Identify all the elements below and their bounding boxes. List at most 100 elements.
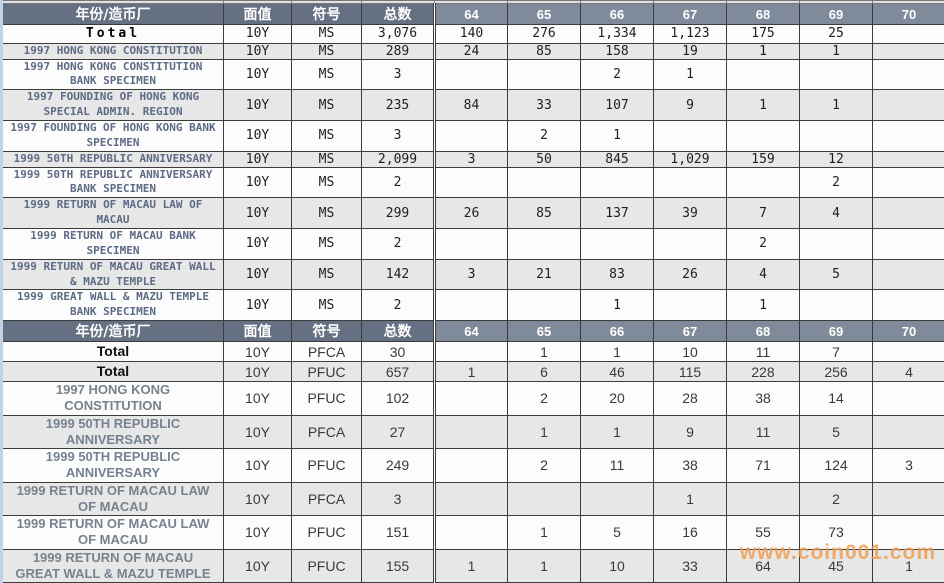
grade-69-cell: 5 bbox=[799, 414, 873, 450]
column-header: 67 bbox=[653, 3, 727, 25]
denomination-cell: 10Y bbox=[223, 341, 292, 363]
grade-67-cell: 115 bbox=[653, 361, 727, 383]
total-count-cell: 3 bbox=[361, 58, 435, 91]
grade-68-cell: 64 bbox=[726, 548, 800, 583]
table-row: 1999 50TH REPUBLIC ANNIVERSARY 10Y PFCA 27 1… bbox=[1, 414, 944, 450]
column-header: 总数 bbox=[361, 3, 435, 25]
grade-67-cell: 1,029 bbox=[653, 150, 727, 168]
grade-70-cell bbox=[872, 166, 944, 199]
coin-name-cell: 1999 RETURN OF MACAU BANK SPECIMEN bbox=[1, 227, 224, 260]
grade-67-cell bbox=[653, 119, 727, 152]
denomination-cell: 10Y bbox=[223, 42, 292, 60]
grade-69-cell: 256 bbox=[799, 361, 873, 383]
grade-68-cell: 55 bbox=[726, 515, 800, 550]
denomination-cell: 10Y bbox=[223, 381, 292, 416]
grade-65-cell bbox=[507, 289, 581, 322]
grade-64-cell: 1 bbox=[433, 548, 508, 583]
grade-67-cell: 1,123 bbox=[653, 24, 727, 44]
symbol-cell: PFUC bbox=[291, 515, 362, 550]
grade-65-cell: 1 bbox=[507, 414, 581, 450]
grade-67-cell bbox=[653, 227, 727, 260]
grade-69-cell bbox=[799, 119, 873, 152]
grade-70-cell bbox=[872, 414, 944, 450]
coin-name-cell: 1999 GREAT WALL & MAZU TEMPLE BANK SPECI… bbox=[1, 289, 224, 322]
grade-70-cell bbox=[872, 150, 944, 168]
grade-66-cell: 107 bbox=[580, 89, 654, 121]
symbol-cell: MS bbox=[291, 42, 362, 60]
table-row: 1999 50TH REPUBLIC ANNIVERSARY 10Y PFUC 249… bbox=[1, 448, 944, 483]
grade-68-cell bbox=[726, 166, 800, 199]
grade-70-cell bbox=[872, 58, 944, 91]
coin-name-cell: 1999 50TH REPUBLIC ANNIVERSARY bbox=[1, 414, 224, 450]
grade-68-cell: 159 bbox=[726, 150, 800, 168]
denomination-cell: 10Y bbox=[223, 481, 292, 517]
grade-70-cell bbox=[872, 381, 944, 416]
grade-70-cell bbox=[872, 515, 944, 550]
grade-64-cell bbox=[433, 58, 508, 91]
grade-68-cell bbox=[726, 481, 800, 517]
total-count-cell: 151 bbox=[361, 515, 435, 550]
symbol-cell: MS bbox=[291, 197, 362, 229]
total-row: Total 10Y PFUC 657 1 6 46 115 228 256 4 bbox=[1, 361, 944, 383]
total-count-cell: 102 bbox=[361, 381, 435, 416]
grade-65-cell: 2 bbox=[507, 381, 581, 416]
total-count-cell: 30 bbox=[361, 341, 435, 363]
column-header: 67 bbox=[653, 320, 727, 343]
grade-64-cell: 26 bbox=[433, 197, 508, 229]
grade-66-cell bbox=[580, 227, 654, 260]
grade-68-cell: 11 bbox=[726, 341, 800, 363]
grade-67-cell: 9 bbox=[653, 89, 727, 121]
table-row: 1999 RETURN OF MACAU GREAT WALL & MAZU T… bbox=[1, 548, 944, 583]
symbol-cell: PFCA bbox=[291, 481, 362, 517]
denomination-cell: 10Y bbox=[223, 58, 292, 91]
grade-70-cell bbox=[872, 89, 944, 121]
grade-64-cell: 140 bbox=[433, 24, 508, 44]
grade-66-cell: 1 bbox=[580, 289, 654, 322]
grade-68-cell: 2 bbox=[726, 227, 800, 260]
grade-67-cell: 19 bbox=[653, 42, 727, 60]
grade-68-cell: 1 bbox=[726, 89, 800, 121]
grade-65-cell: 1 bbox=[507, 341, 581, 363]
denomination-cell: 10Y bbox=[223, 361, 292, 383]
grade-67-cell: 10 bbox=[653, 341, 727, 363]
grade-69-cell: 124 bbox=[799, 448, 873, 483]
coin-name-cell: 1999 RETURN OF MACAU GREAT WALL & MAZU T… bbox=[1, 548, 224, 583]
column-header: 总数 bbox=[361, 320, 435, 343]
grade-70-cell bbox=[872, 341, 944, 363]
grade-69-cell: 2 bbox=[799, 481, 873, 517]
grade-66-cell: 1,334 bbox=[580, 24, 654, 44]
denomination-cell: 10Y bbox=[223, 227, 292, 260]
grade-68-cell bbox=[726, 119, 800, 152]
grade-66-cell: 1 bbox=[580, 414, 654, 450]
table-row: 1999 RETURN OF MACAU LAW OF MACAU 10Y PFCA… bbox=[1, 481, 944, 517]
grade-67-cell: 9 bbox=[653, 414, 727, 450]
total-count-cell: 2 bbox=[361, 166, 435, 199]
grade-65-cell: 85 bbox=[507, 42, 581, 60]
column-header: 66 bbox=[580, 320, 654, 343]
grade-69-cell bbox=[799, 227, 873, 260]
denomination-cell: 10Y bbox=[223, 448, 292, 483]
grade-70-cell bbox=[872, 289, 944, 322]
grade-66-cell: 46 bbox=[580, 361, 654, 383]
grade-66-cell: 5 bbox=[580, 515, 654, 550]
denomination-cell: 10Y bbox=[223, 258, 292, 291]
grade-64-cell: 84 bbox=[433, 89, 508, 121]
coin-name-cell: 1999 RETURN OF MACAU LAW OF MACAU bbox=[1, 197, 224, 229]
symbol-cell: MS bbox=[291, 258, 362, 291]
coin-name-cell: Total bbox=[1, 24, 224, 44]
grade-68-cell: 38 bbox=[726, 381, 800, 416]
grade-70-cell: 3 bbox=[872, 448, 944, 483]
header-row-section-2: 年份/造币厂 面值 符号 总数 64 65 66 67 68 69 70 bbox=[1, 320, 944, 343]
grade-67-cell: 28 bbox=[653, 381, 727, 416]
grade-70-cell bbox=[872, 258, 944, 291]
grade-70-cell: 1 bbox=[872, 548, 944, 583]
grade-65-cell: 276 bbox=[507, 24, 581, 44]
symbol-cell: MS bbox=[291, 289, 362, 322]
symbol-cell: PFUC bbox=[291, 361, 362, 383]
grade-65-cell: 85 bbox=[507, 197, 581, 229]
grade-64-cell bbox=[433, 448, 508, 483]
column-header: 面值 bbox=[223, 320, 292, 343]
total-count-cell: 299 bbox=[361, 197, 435, 229]
grade-65-cell: 21 bbox=[507, 258, 581, 291]
column-header: 符号 bbox=[291, 3, 362, 25]
